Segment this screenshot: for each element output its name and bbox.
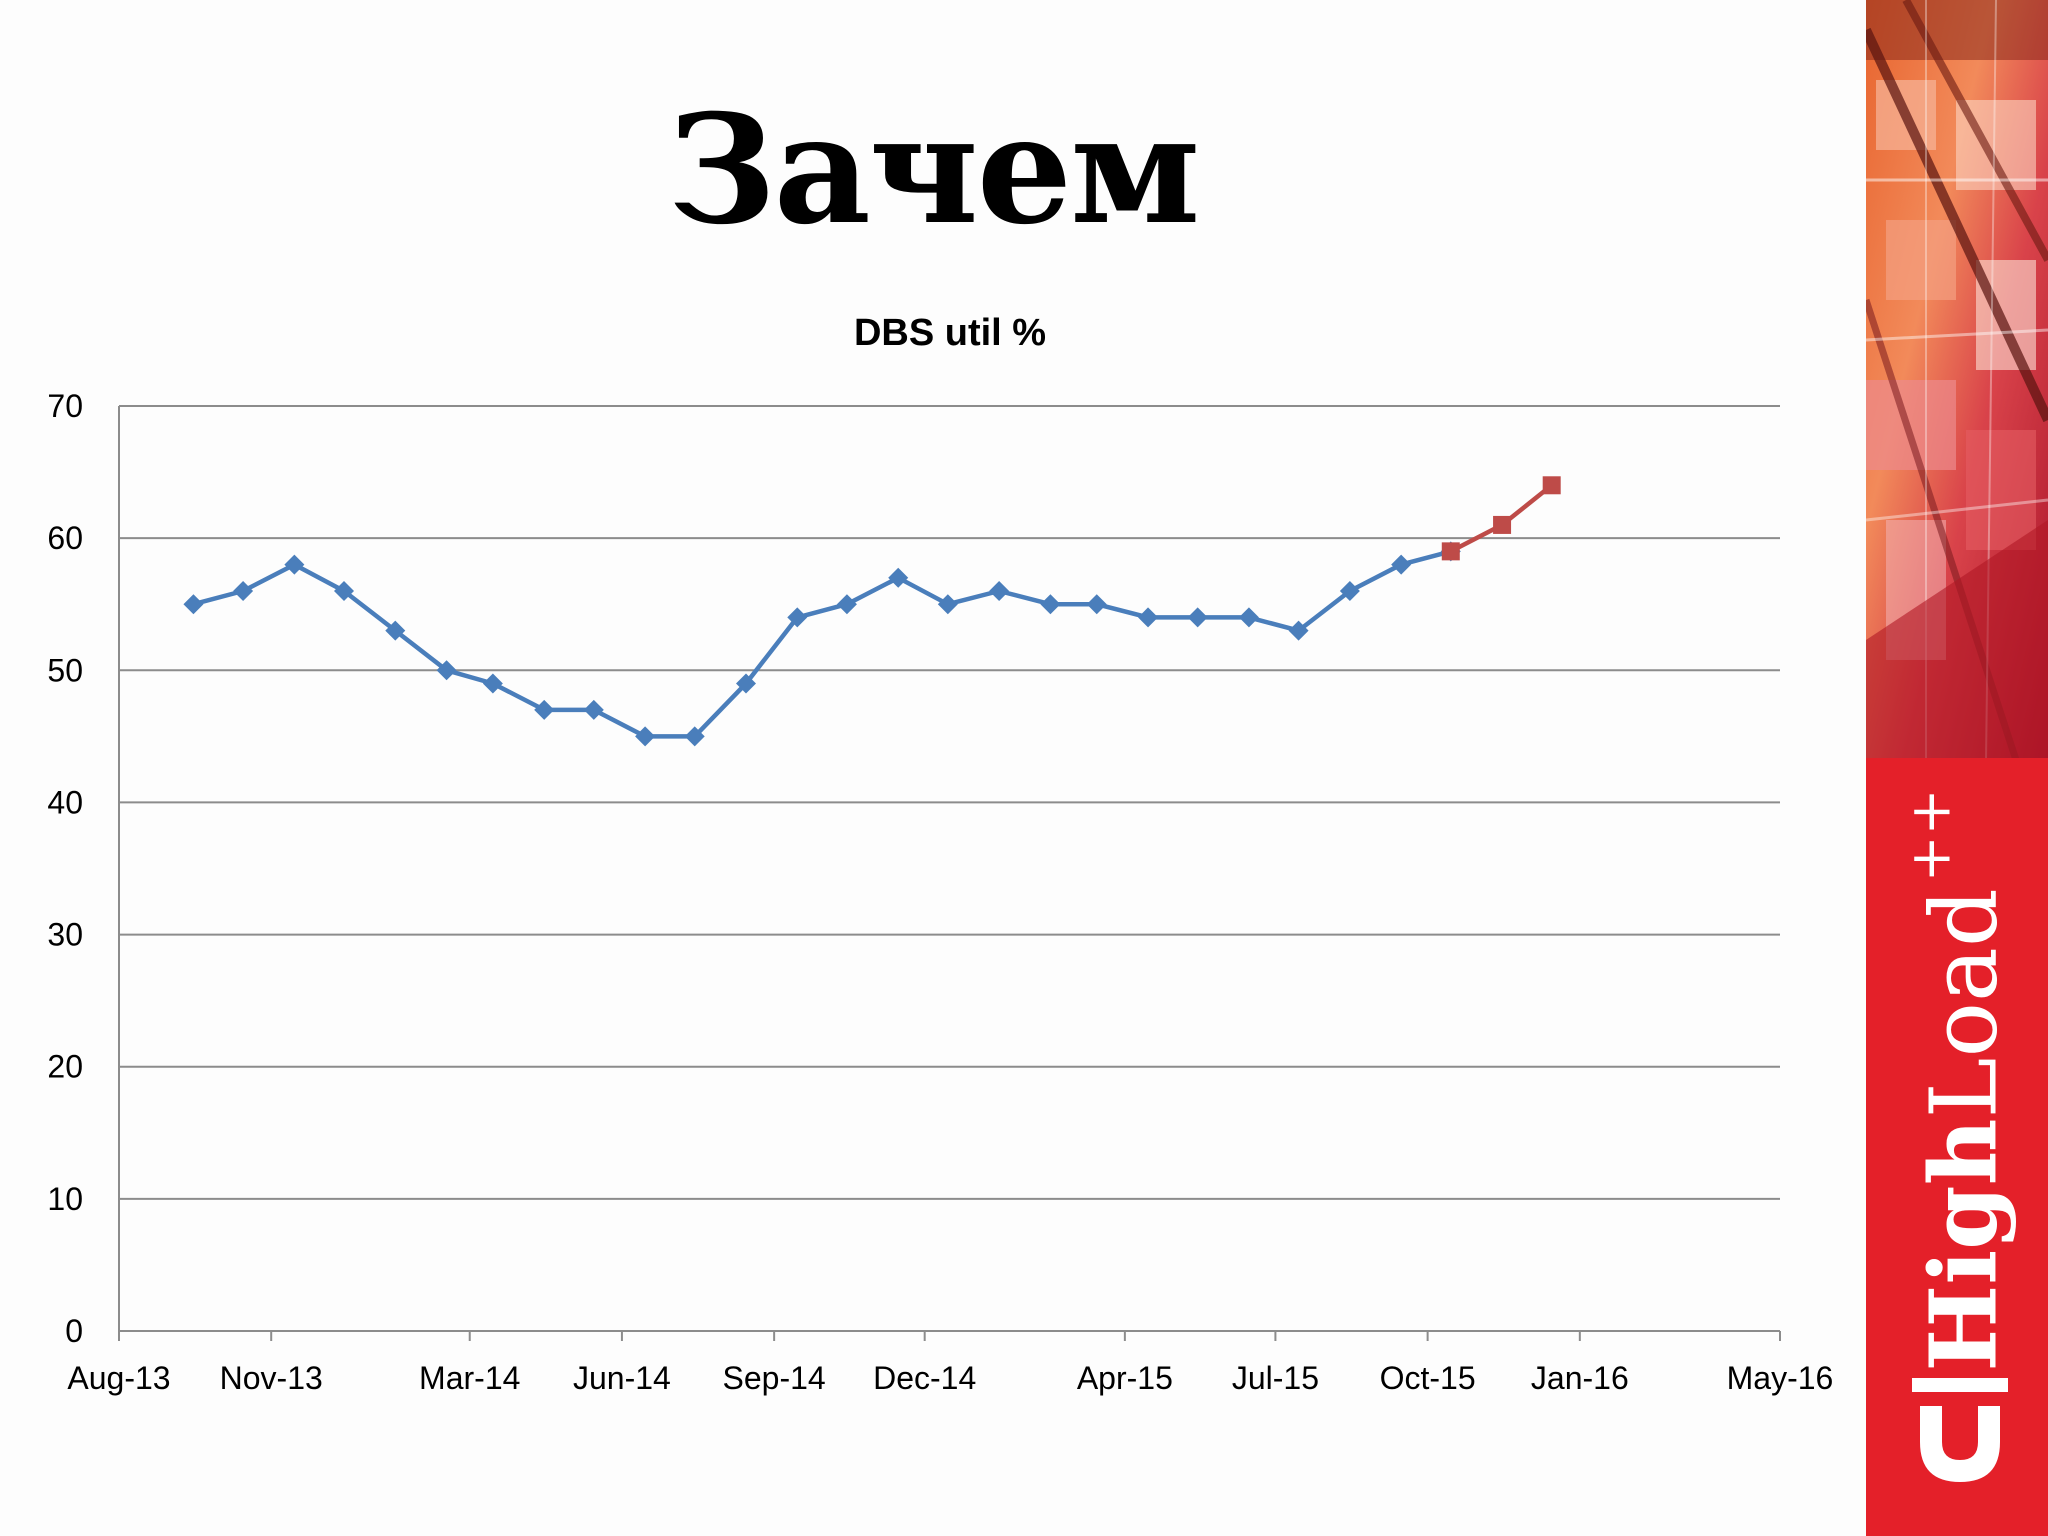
highload-logo-text: HighLoad++ <box>1899 788 2018 1371</box>
x-tick-label: Oct-15 <box>1380 1360 1476 1396</box>
data-point <box>1086 594 1107 615</box>
y-tick-label: 40 <box>47 784 83 820</box>
y-tick-label: 50 <box>47 652 83 688</box>
data-point <box>233 581 254 601</box>
data-point <box>736 673 757 694</box>
x-tick-label: Jul-15 <box>1232 1360 1319 1396</box>
highload-logo-icon <box>1912 1378 2008 1482</box>
data-point <box>583 699 604 720</box>
data-point <box>888 567 909 588</box>
x-tick-label: Mar-14 <box>419 1360 520 1396</box>
data-point <box>1493 515 1512 534</box>
data-point <box>635 726 656 747</box>
x-tick-label: Dec-14 <box>873 1360 976 1396</box>
data-point <box>1238 607 1259 628</box>
y-tick-label: 0 <box>65 1313 83 1349</box>
banner-red-panel <box>1866 758 2048 1536</box>
data-point <box>684 726 705 747</box>
y-tick-label: 60 <box>47 520 83 556</box>
x-tick-label: Jun-14 <box>573 1360 671 1396</box>
data-point <box>534 699 555 720</box>
data-point <box>836 594 857 615</box>
data-point <box>183 594 204 615</box>
x-tick-label: May-16 <box>1727 1360 1834 1396</box>
x-tick-label: Aug-13 <box>67 1360 170 1396</box>
line-chart: 0 10 20 30 40 50 60 70 Aug-13 Nov-13 Mar-14 Jun-14 S… <box>47 388 1834 1396</box>
slide-title: Зачем <box>667 82 1201 258</box>
y-tick-label: 10 <box>47 1181 83 1217</box>
data-point <box>787 607 808 628</box>
data-point <box>1441 542 1460 561</box>
x-tick-label: Sep-14 <box>723 1360 826 1396</box>
x-tick-label: Nov-13 <box>220 1360 323 1396</box>
y-tick-label: 30 <box>47 917 83 953</box>
x-tick-label: Jan-16 <box>1531 1360 1629 1396</box>
data-point <box>1040 594 1061 615</box>
y-tick-label: 70 <box>47 388 83 424</box>
data-point <box>482 673 503 694</box>
data-point <box>989 581 1010 601</box>
logo-light: Load <box>1910 888 2018 1119</box>
highload-banner: HighLoad++ <box>1866 0 2048 1536</box>
data-point <box>1288 620 1309 641</box>
data-point <box>1339 581 1360 601</box>
series-line-1 <box>192 549 1452 739</box>
logo-strong: High <box>1909 1118 2018 1372</box>
data-point <box>937 594 958 615</box>
data-point <box>1187 607 1208 628</box>
chart-title: DBS util % <box>853 312 1047 354</box>
logo-suffix: ++ <box>1898 788 1964 883</box>
data-point <box>1391 554 1412 575</box>
y-tick-label: 20 <box>47 1049 83 1085</box>
data-point <box>284 554 305 575</box>
data-point <box>1138 607 1159 628</box>
x-tick-label: Apr-15 <box>1077 1360 1173 1396</box>
data-point <box>333 581 354 601</box>
architecture-photo <box>1866 0 2048 760</box>
data-point <box>385 620 406 641</box>
data-point <box>436 660 457 681</box>
data-point <box>1542 476 1561 495</box>
